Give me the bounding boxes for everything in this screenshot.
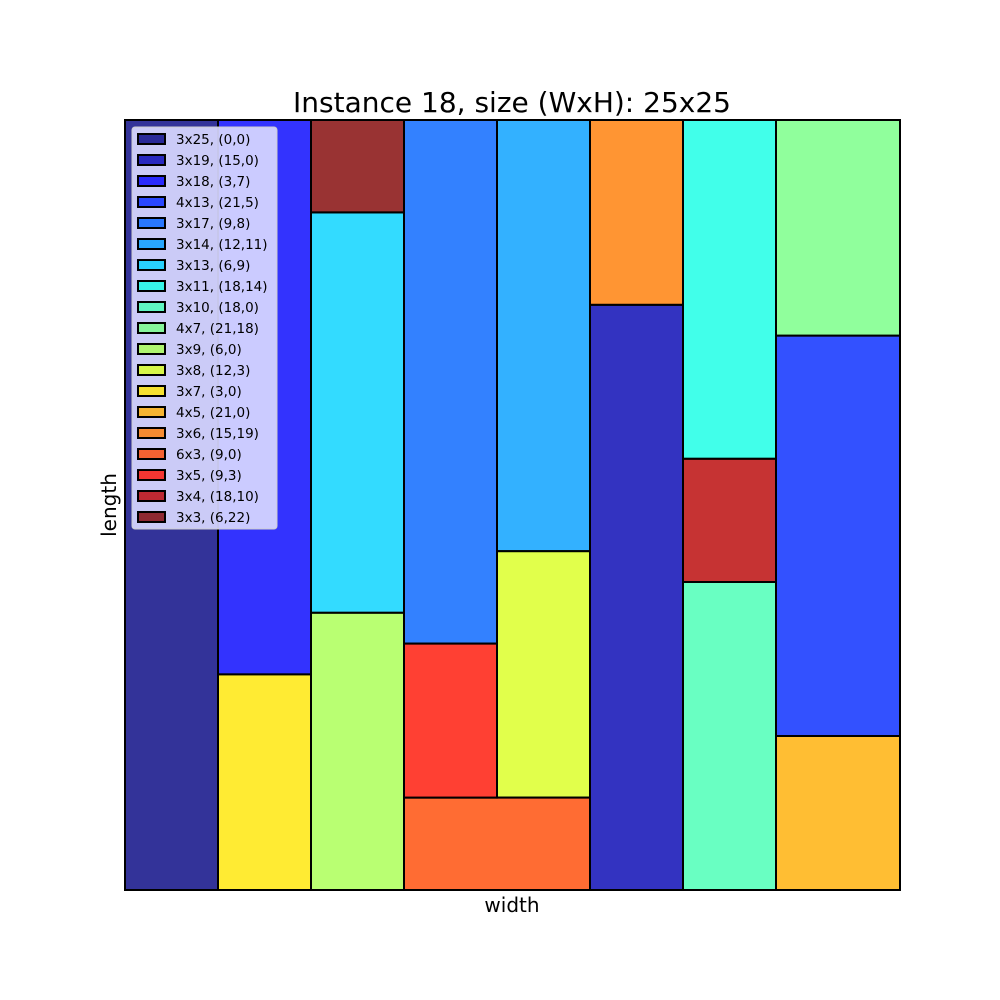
x-axis-label: width <box>484 893 539 917</box>
packed-rect-5 <box>496 119 591 553</box>
legend-label-0: 3x25, (0,0) <box>176 132 250 148</box>
legend-swatch-5 <box>137 238 166 250</box>
legend-swatch-14 <box>137 427 166 439</box>
packed-rect-3 <box>775 334 901 737</box>
packed-rect-8 <box>682 581 777 891</box>
packed-rect-1 <box>589 303 684 891</box>
legend-label-12: 3x7, (3,0) <box>176 384 242 400</box>
legend-label-9: 4x7, (21,18) <box>176 321 259 337</box>
y-axis-label: length <box>97 473 121 537</box>
chart-title: Instance 18, size (WxH): 25x25 <box>293 86 731 119</box>
legend-swatch-4 <box>137 217 166 229</box>
legend-swatch-7 <box>137 280 166 292</box>
legend-label-8: 3x10, (18,0) <box>176 300 259 316</box>
legend-label-1: 3x19, (15,0) <box>176 153 259 169</box>
packed-rect-17 <box>682 457 777 583</box>
legend: 3x25, (0,0) 3x19, (15,0) 3x18, (3,7) 4x13, … <box>131 126 278 530</box>
legend-label-10: 3x9, (6,0) <box>176 342 242 358</box>
packed-rect-12 <box>217 673 312 892</box>
legend-label-17: 3x4, (18,10) <box>176 489 259 505</box>
legend-swatch-6 <box>137 259 166 271</box>
legend-swatch-17 <box>137 490 166 502</box>
legend-label-2: 3x18, (3,7) <box>176 174 250 190</box>
plot-frame <box>124 119 901 891</box>
legend-swatch-15 <box>137 448 166 460</box>
legend-label-15: 6x3, (9,0) <box>176 447 242 463</box>
legend-swatch-16 <box>137 469 166 481</box>
legend-swatch-18 <box>137 511 166 523</box>
legend-label-13: 4x5, (21,0) <box>176 405 250 421</box>
legend-swatch-3 <box>137 196 166 208</box>
legend-swatch-9 <box>137 322 166 334</box>
legend-swatch-0 <box>137 133 166 145</box>
legend-label-3: 4x13, (21,5) <box>176 195 259 211</box>
legend-label-14: 3x6, (15,19) <box>176 426 259 442</box>
legend-swatch-1 <box>137 154 166 166</box>
legend-box <box>131 126 278 530</box>
packed-rect-16 <box>403 642 498 799</box>
packed-rect-11 <box>496 550 591 799</box>
legend-swatch-10 <box>137 343 166 355</box>
legend-swatch-8 <box>137 301 166 313</box>
legend-swatch-2 <box>137 175 166 187</box>
packed-rect-9 <box>775 119 901 337</box>
packed-rect-13 <box>775 735 901 891</box>
legend-swatch-12 <box>137 385 166 397</box>
packed-rect-15 <box>403 796 591 891</box>
legend-swatch-11 <box>137 364 166 376</box>
legend-label-4: 3x17, (9,8) <box>176 216 250 232</box>
legend-label-6: 3x13, (6,9) <box>176 258 250 274</box>
legend-label-7: 3x11, (18,14) <box>176 279 268 295</box>
packed-rect-10 <box>310 611 405 891</box>
legend-label-11: 3x8, (12,3) <box>176 363 250 379</box>
legend-label-18: 3x3, (6,22) <box>176 510 250 526</box>
legend-swatch-13 <box>137 406 166 418</box>
packed-rect-4 <box>403 119 498 645</box>
legend-items: 3x25, (0,0) 3x19, (15,0) 3x18, (3,7) 4x13, … <box>137 132 268 526</box>
packed-rect-14 <box>589 119 684 306</box>
packed-rect-18 <box>310 119 405 214</box>
legend-label-16: 3x5, (9,3) <box>176 468 242 484</box>
packed-rect-7 <box>682 119 777 460</box>
legend-label-5: 3x14, (12,11) <box>176 237 268 253</box>
packed-rect-6 <box>310 211 405 614</box>
